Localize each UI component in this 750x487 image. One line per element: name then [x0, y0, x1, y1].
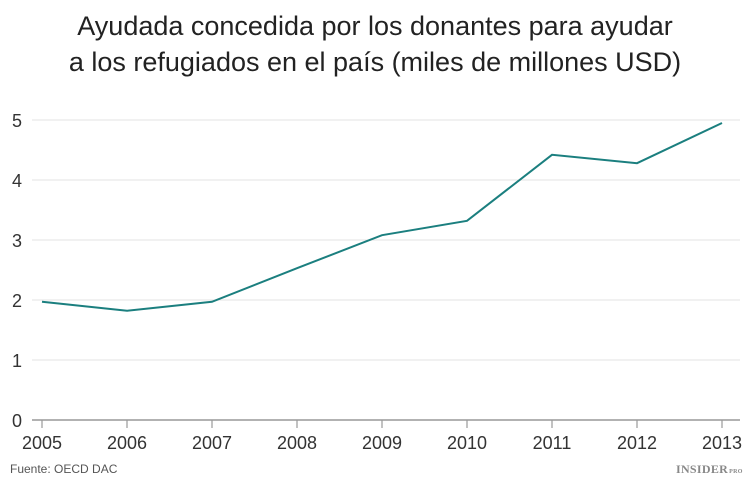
- y-tick-label: 2: [12, 291, 22, 311]
- x-tick-label: 2005: [22, 433, 62, 453]
- y-tick-label: 5: [12, 111, 22, 131]
- y-tick-label: 4: [12, 171, 22, 191]
- x-tick-label: 2007: [192, 433, 232, 453]
- title-line-2: a los refugiados en el país (miles de mi…: [68, 47, 682, 77]
- x-tick-label: 2011: [533, 433, 572, 453]
- x-tick-label: 2006: [107, 433, 147, 453]
- x-tick-label: 2009: [362, 433, 402, 453]
- x-tick-label: 2008: [277, 433, 317, 453]
- y-tick-label: 3: [12, 231, 22, 251]
- insider-pro-logo: INSIDERPRO: [676, 462, 743, 476]
- x-tick-label: 2012: [617, 433, 657, 453]
- y-tick-label: 0: [12, 411, 22, 431]
- x-tick-label: 2010: [447, 433, 487, 453]
- title-line-1: Ayudada concedida por los donantes para …: [77, 11, 673, 41]
- x-tick-label: 2013: [702, 433, 742, 453]
- chart-title: Ayudada concedida por los donantes para …: [0, 8, 750, 80]
- data-line: [41, 122, 723, 312]
- source-note: Fuente: OECD DAC: [10, 462, 118, 476]
- y-tick-label: 1: [12, 351, 22, 371]
